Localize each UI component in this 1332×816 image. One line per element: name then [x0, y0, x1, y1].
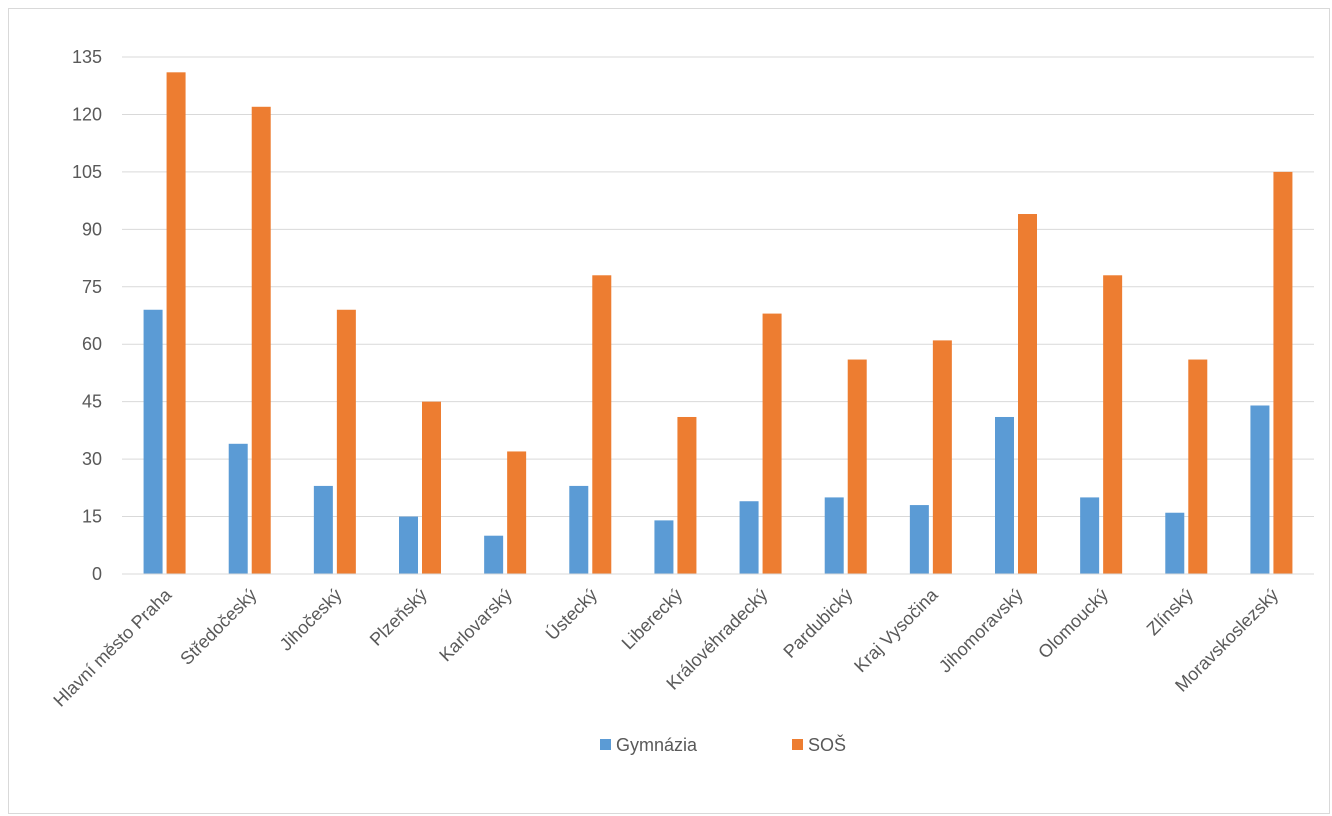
bars: [143, 72, 1293, 575]
bar-sos: [251, 106, 271, 574]
bar-sos: [1018, 214, 1037, 574]
x-tick-label: Olomoucký: [1034, 585, 1112, 663]
legend: Gymnázia SOŠ: [600, 734, 846, 755]
x-tick-label: Jihomoravský: [935, 585, 1027, 677]
y-tick-label: 135: [72, 47, 102, 67]
x-tick-label: Karlovarský: [435, 585, 516, 666]
bar-gymnazia: [569, 485, 589, 574]
legend-label-sos: SOŠ: [808, 734, 846, 755]
y-axis-ticks: 0 15 30 45 60 75 90 105 120 135: [72, 47, 102, 584]
bar-sos: [166, 72, 186, 575]
legend-label-gymnazia: Gymnázia: [616, 735, 698, 755]
y-tick-label: 90: [82, 219, 102, 239]
y-tick-label: 75: [82, 277, 102, 297]
bar-gymnazia: [909, 505, 929, 574]
bar-gymnazia: [739, 501, 759, 574]
bar-gymnazia: [995, 416, 1014, 574]
x-tick-label: Hlavní město Praha: [49, 584, 176, 711]
y-tick-label: 120: [72, 104, 102, 124]
x-tick-label: Kraj Vysočina: [850, 584, 942, 676]
y-tick-label: 15: [82, 507, 102, 527]
y-tick-label: 105: [72, 162, 102, 182]
bar-gymnazia: [1250, 405, 1270, 574]
bar-sos: [1103, 275, 1123, 574]
bar-sos: [932, 340, 952, 574]
bar-gymnazia: [484, 535, 504, 574]
bar-sos: [1273, 171, 1293, 574]
bar-gymnazia: [143, 309, 163, 574]
bar-sos: [592, 275, 612, 574]
bar-gymnazia: [824, 497, 844, 574]
bar-gymnazia: [313, 485, 333, 574]
bar-sos: [677, 416, 697, 574]
bar-sos: [336, 309, 356, 574]
bar-sos: [422, 401, 441, 574]
bar-sos: [762, 313, 782, 574]
x-tick-label: Středočeský: [176, 585, 260, 669]
bar-sos: [1188, 359, 1208, 574]
bar-gymnazia: [228, 443, 248, 574]
bar-gymnazia: [1165, 512, 1185, 574]
legend-swatch-sos: [792, 739, 803, 750]
x-tick-label: Zlínský: [1143, 585, 1197, 639]
y-tick-label: 0: [92, 564, 102, 584]
bar-gymnazia: [1080, 497, 1100, 574]
bar-sos: [507, 451, 527, 574]
x-tick-label: Jihočeský: [276, 585, 346, 655]
x-axis-ticks: Hlavní město Praha Středočeský Jihočeský Pl…: [49, 584, 1282, 711]
x-tick-label: Pardubický: [779, 585, 856, 662]
x-tick-label: Plzeňský: [366, 585, 431, 650]
y-tick-label: 30: [82, 449, 102, 469]
legend-swatch-gymnazia: [600, 739, 611, 750]
gridlines: [122, 56, 1314, 518]
bar-gymnazia: [654, 520, 674, 574]
bar-gymnazia: [399, 516, 418, 574]
x-tick-label: Liberecký: [618, 585, 687, 654]
x-tick-label: Ústecký: [541, 584, 601, 644]
bar-sos: [847, 359, 867, 574]
y-tick-label: 60: [82, 334, 102, 354]
y-tick-label: 45: [82, 392, 102, 412]
